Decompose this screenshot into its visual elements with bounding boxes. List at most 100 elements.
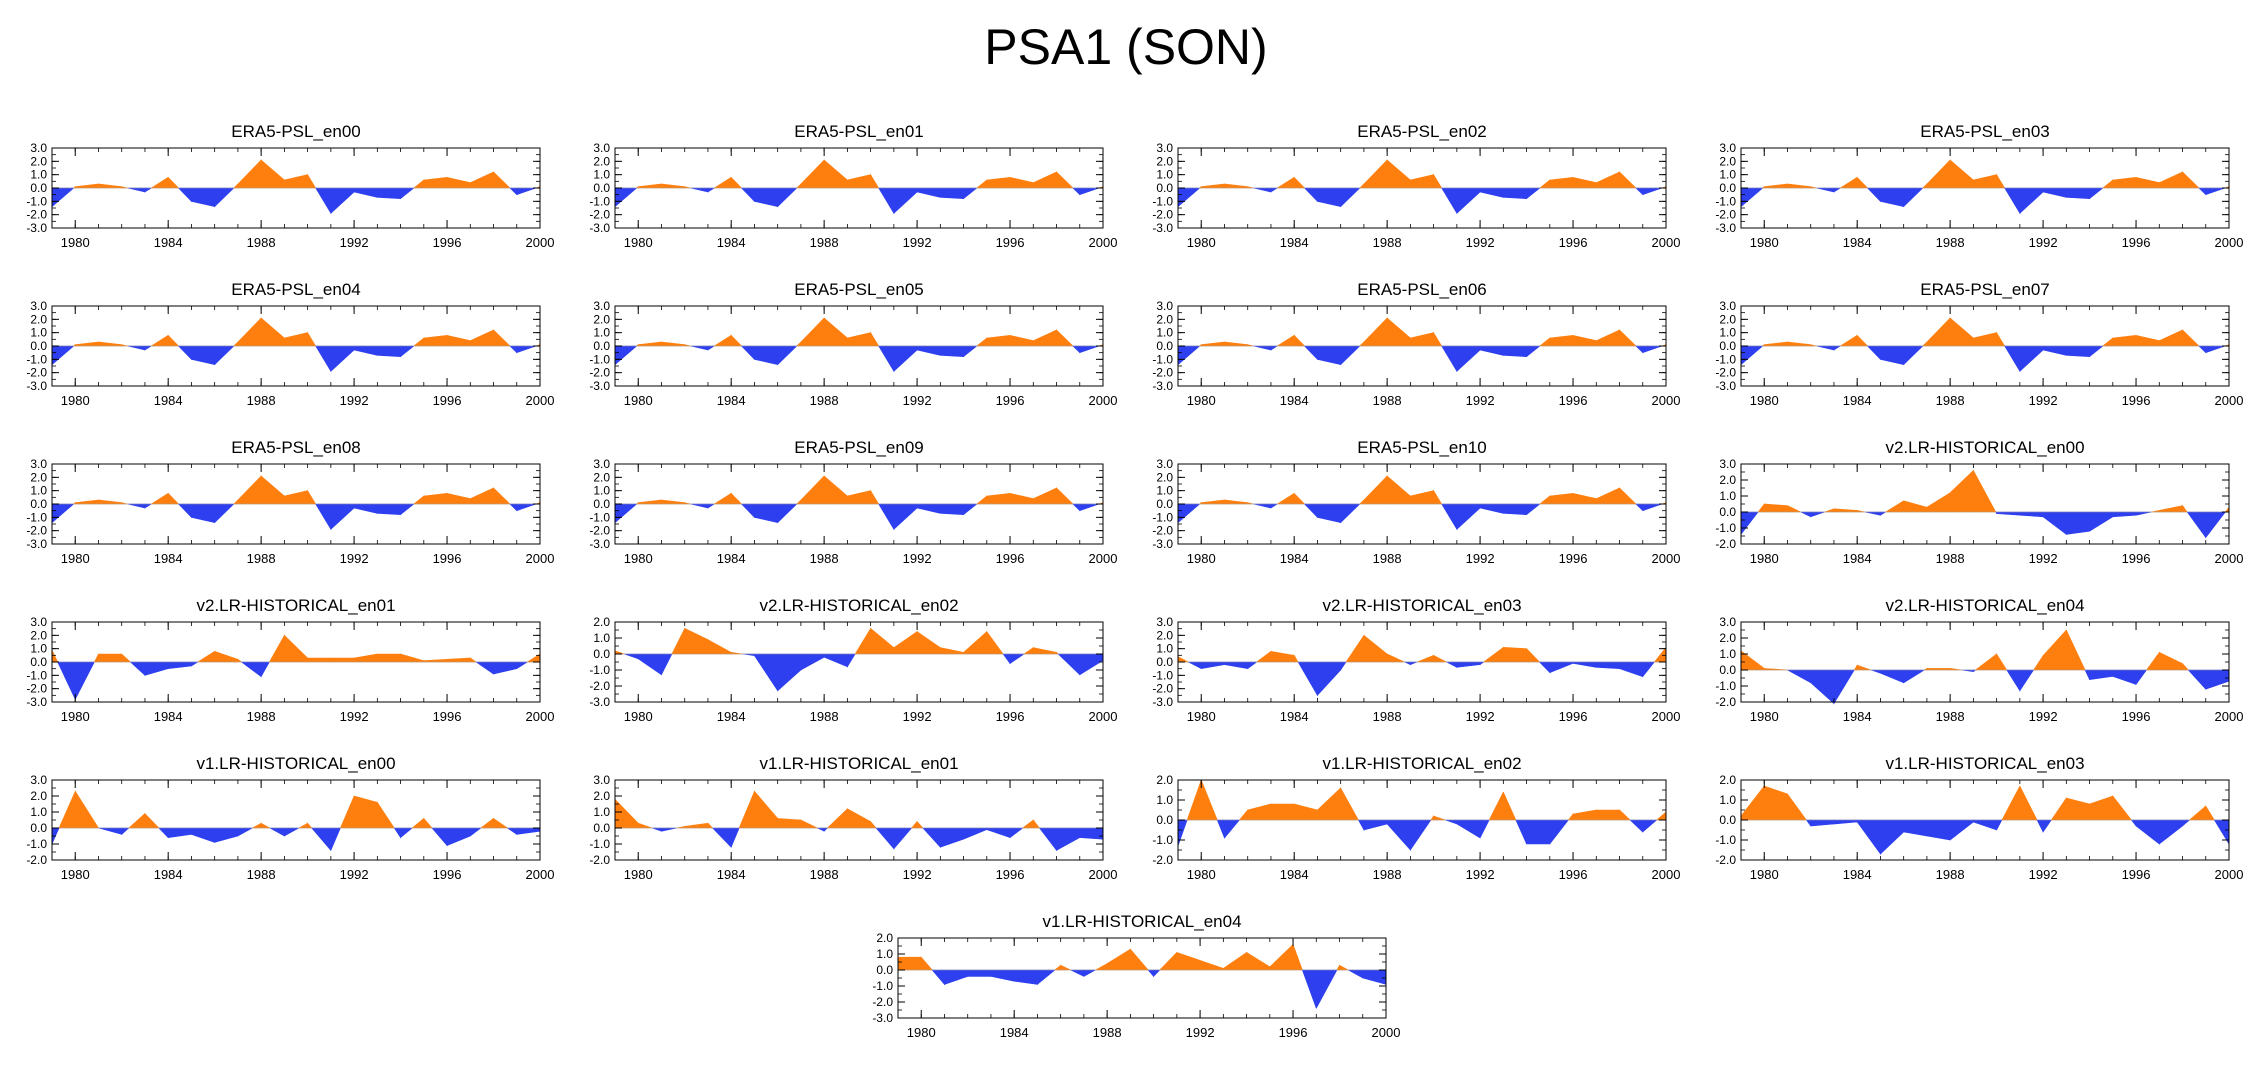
xtick-label: 1988	[247, 235, 276, 250]
area-segment-1997	[2158, 329, 2183, 347]
area-segment-1986	[1903, 819, 1928, 837]
ytick-label: 3.0	[30, 457, 47, 471]
area-segment-1988	[1949, 469, 1974, 513]
area-segment-1995	[2112, 669, 2137, 685]
area-segment-1986	[1340, 661, 1347, 671]
panel-v2.LR-HISTORICAL_en00: v2.LR-HISTORICAL_en00 3.0 2.0 1.0 0.0 -1.0 -2.…	[1715, 438, 2243, 566]
area-segment-1989	[284, 174, 308, 189]
ytick-label: 1.0	[1156, 642, 1173, 656]
area-segment-1984	[1866, 187, 1881, 203]
area-segment-1989	[847, 490, 871, 505]
area-segment-1997	[1032, 819, 1041, 829]
area-segment-1987	[800, 819, 818, 829]
area-segment-1979	[51, 503, 75, 524]
area-segment-1994	[1538, 337, 1551, 347]
area-segment-1993	[1515, 819, 1527, 845]
area-segment-1994	[975, 337, 988, 347]
ytick-label: 0.0	[1156, 813, 1173, 827]
area-segment-1984	[1303, 503, 1318, 519]
area-segment-1997	[2158, 819, 2183, 845]
area-segment-1979	[614, 798, 639, 829]
xtick-label: 1988	[247, 393, 276, 408]
xtick-label: 1984	[1000, 1025, 1029, 1040]
area-segment-1981	[1787, 183, 1812, 189]
area-segment-1983	[150, 176, 169, 189]
ytick-label: -2.0	[589, 524, 610, 538]
area-segment-1993	[2084, 669, 2090, 680]
area-segment-1995	[1549, 176, 1574, 189]
area-segment-1986	[214, 187, 235, 208]
area-segment-1994	[2101, 179, 2114, 189]
area-segment-1993	[377, 503, 401, 515]
area-segment-1993	[1503, 791, 1517, 821]
area-segment-1983	[707, 639, 732, 655]
area-segment-1990	[307, 822, 313, 829]
area-segment-1979	[1177, 187, 1201, 208]
area-segment-1983	[1833, 345, 1842, 351]
area-segment-1997	[1595, 661, 1620, 669]
area-segment-1996	[2135, 334, 2160, 347]
ytick-label: -1.0	[26, 837, 47, 851]
area-segment-1993	[1503, 345, 1527, 357]
panel-ERA5-PSL_en10: ERA5-PSL_en10 3.02.01.00.0-1.0-2.0-3.0 198…	[1152, 438, 1680, 566]
area-segment-1982	[1253, 503, 1272, 509]
xtick-label: 1996	[1559, 709, 1588, 724]
area-segment-1985	[191, 345, 215, 366]
area-segment-1993	[2066, 629, 2086, 671]
xtick-label: 1988	[810, 235, 839, 250]
area-segment-1983	[713, 334, 732, 347]
xtick-label: 1988	[1373, 393, 1402, 408]
ytick-label: 0.0	[1156, 655, 1173, 669]
area-segment-1981	[1238, 809, 1249, 821]
area-segment-1993	[1503, 187, 1527, 199]
area-segment-1980	[74, 499, 99, 505]
area-segment-1980	[1200, 499, 1225, 505]
panel-ERA5-PSL_en07: ERA5-PSL_en07 3.02.01.00.0-1.0-2.0-3.0 198…	[1715, 280, 2243, 408]
xtick-label: 1992	[1466, 709, 1495, 724]
area-segment-1991	[893, 187, 918, 215]
area-segment-1995	[423, 817, 433, 829]
xtick-label: 1984	[154, 867, 183, 882]
area-segment-1987	[237, 827, 253, 837]
area-segment-1994	[412, 337, 425, 347]
ytick-label: 2.0	[30, 312, 47, 326]
ytick-label: 2.0	[1156, 470, 1173, 484]
area-segment-1993	[377, 187, 401, 199]
area-segment-1990	[1159, 951, 1178, 971]
ytick-label: 2.0	[1719, 773, 1736, 787]
ytick-label: 0.0	[1156, 339, 1173, 353]
xtick-label: 1980	[624, 551, 653, 566]
ytick-label: 1.0	[30, 484, 47, 498]
area-segment-1994	[1246, 951, 1271, 971]
area-segment-1988	[260, 661, 270, 678]
area-segment-1995	[1549, 334, 1574, 347]
area-segment-1981	[1224, 819, 1241, 839]
area-segment-1996	[2135, 669, 2148, 686]
area-segment-1990	[870, 489, 880, 505]
xtick-label: 1992	[340, 709, 369, 724]
area-segment-1992	[1479, 345, 1504, 356]
area-segment-1986	[1340, 345, 1361, 366]
area-segment-1994	[1538, 495, 1551, 505]
area-segment-1985	[191, 187, 215, 208]
area-segment-1997	[1032, 329, 1057, 347]
area-segment-1980	[74, 341, 99, 347]
xtick-label: 2000	[1089, 867, 1118, 882]
area-segment-1982	[1810, 819, 1835, 827]
area-segment-1999	[1079, 187, 1100, 196]
area-segment-1982	[1247, 661, 1258, 670]
panel-title: ERA5-PSL_en04	[231, 280, 360, 299]
area-segment-1980	[74, 790, 100, 829]
xtick-label: 1996	[996, 551, 1025, 566]
area-segment-1998	[493, 329, 511, 347]
ytick-label: -2.0	[1152, 524, 1173, 538]
area-segment-1989	[1973, 819, 1997, 831]
ytick-label: 1.0	[593, 805, 610, 819]
area-segment-1985	[1880, 345, 1904, 366]
ytick-label: 1.0	[1719, 647, 1736, 661]
area-segment-1990	[307, 657, 332, 663]
ytick-label: 0.0	[30, 821, 47, 835]
ytick-label: 2.0	[593, 789, 610, 803]
ytick-label: 2.0	[1156, 773, 1173, 787]
area-segment-1986	[233, 499, 239, 505]
